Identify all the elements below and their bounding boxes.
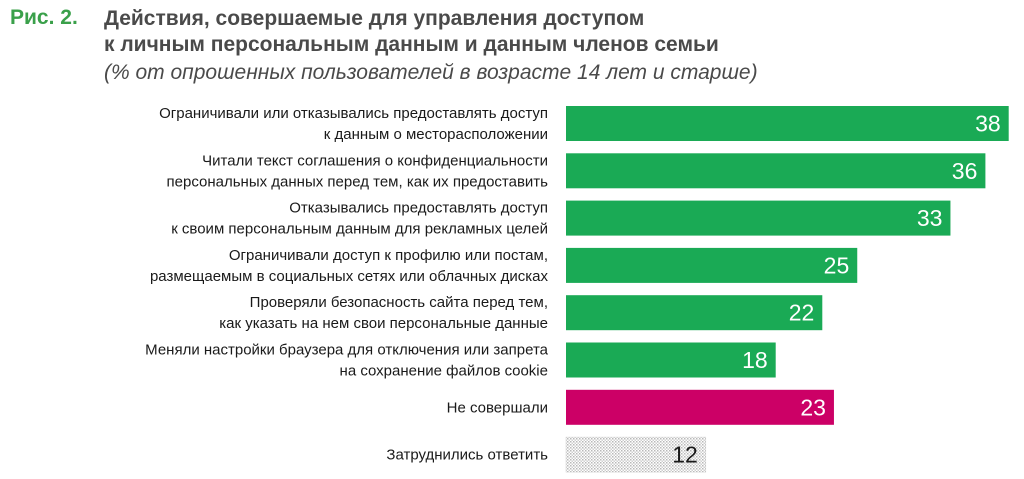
category-label-2-line-1: к своим персональным данным для рекламны… [171,221,548,238]
bar-2 [566,200,951,236]
figure-label: Рис. 2. [10,6,78,29]
chart-title-line-1: Действия, совершаемые для управления дос… [104,7,645,30]
category-label-2-line-0: Отказывались предоставлять доступ [289,200,548,217]
category-label-0-line-1: к данным о месторасположении [324,126,548,143]
category-label-6-line-0: Не совершали [447,399,548,416]
value-label-6: 23 [800,394,826,420]
value-label-0: 38 [975,111,1001,137]
chart-title: Действия, совершаемые для управления дос… [104,6,719,58]
category-label-4-line-1: как указать на нем свои персональные дан… [219,315,548,332]
category-label-7-line-0: Затруднились ответить [386,447,548,464]
value-label-5: 18 [742,347,768,373]
value-label-3: 25 [824,252,850,278]
bar-0 [566,106,1009,141]
category-label-1-line-0: Читали текст соглашения о конфиденциальн… [202,152,548,169]
category-label-3-line-0: Ограничивали доступ к профилю или постам… [229,247,548,264]
bar-4 [566,295,823,331]
category-label-3-line-1: размещаемым в социальных сетях или облач… [150,268,549,285]
category-label-5-line-1: на сохранение файлов cookie [340,363,548,380]
bar-5 [566,342,776,378]
category-label-1-line-1: персональных данных перед тем, как их пр… [167,173,549,190]
bar-6 [566,389,834,425]
category-label-4-line-0: Проверяли безопасность сайта перед тем, [250,294,548,311]
value-label-1: 36 [952,158,978,184]
bar-7 [565,436,707,473]
bar-3 [566,247,858,283]
chart-title-line-2: к личным персональным данным и данным чл… [104,33,719,56]
value-label-7: 12 [672,442,698,468]
chart-subtitle: (% от опрошенных пользователей в возраст… [104,61,758,84]
category-label-5-line-0: Меняли настройки браузера для отключения… [145,342,548,359]
value-label-4: 22 [789,300,815,326]
value-label-2: 33 [917,205,943,231]
bar-1 [566,153,986,189]
category-label-0-line-0: Ограничивали или отказывались предоставл… [159,105,548,122]
